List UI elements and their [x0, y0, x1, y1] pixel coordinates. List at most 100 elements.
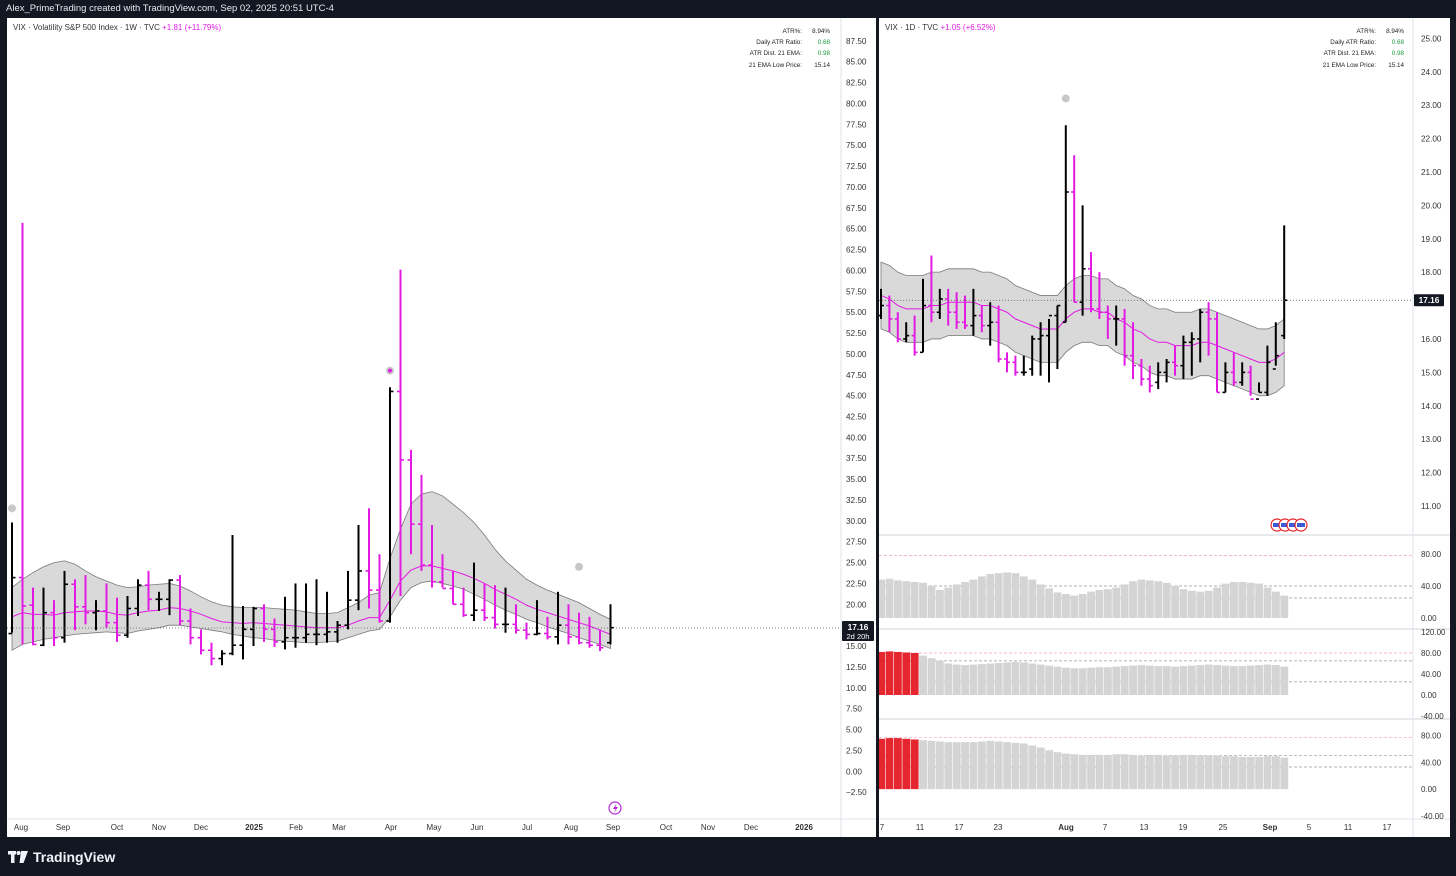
ohlc-bar — [894, 312, 901, 343]
ohlc-bar — [250, 606, 257, 647]
tradingview-logo-icon — [8, 851, 28, 863]
daily-legend: VIX · 1D · TVC +1.05 (+6.52%) — [885, 23, 996, 32]
ohlc-bar — [886, 295, 893, 333]
ohlc-bar — [439, 554, 446, 590]
ohlc-bar — [449, 570, 457, 606]
histogram-bar — [994, 662, 1003, 695]
stat-row: 21 EMA Low Price: 15.14 — [749, 60, 830, 71]
x-tick-label: 25 — [1219, 823, 1228, 832]
daily-chart-pane[interactable]: 25.00 24.00 23.00 22.00 21.00 20.00 19.00 18.00… — [879, 18, 1450, 837]
histogram-bar — [1129, 581, 1137, 618]
y-tick-label: 16.00 — [1421, 335, 1442, 344]
ohlc-bar — [1222, 362, 1229, 394]
ohlc-bar — [113, 597, 121, 642]
x-tick-label: Nov — [152, 823, 166, 832]
ohlc-bar — [936, 288, 943, 319]
stat-value: 0.98 — [817, 50, 830, 58]
histogram-bar — [1154, 754, 1163, 790]
ohlc-bar — [1029, 335, 1036, 376]
histogram-bar — [1112, 587, 1121, 618]
ohlc-bar — [1046, 314, 1052, 383]
badge-flag — [1289, 523, 1297, 527]
stat-label: 21 EMA Low Price: — [748, 61, 802, 69]
histogram-bar — [1246, 756, 1255, 790]
histogram-bar — [952, 742, 961, 790]
ohlc-bar — [575, 612, 583, 645]
ohlc-bar — [19, 222, 26, 645]
subpane-tick-label: 40.00 — [1421, 758, 1442, 767]
weekly-chart-pane[interactable]: 87.50 85.00 82.50 80.00 77.50 75.00 72.50 70.00… — [7, 18, 876, 837]
y-tick-label: 72.50 — [846, 162, 867, 171]
atr-band — [11, 491, 611, 651]
histogram-bar — [1196, 755, 1205, 790]
histogram-bar — [1053, 666, 1062, 695]
x-tick-label: Feb — [289, 823, 303, 832]
histogram-bar — [919, 582, 927, 618]
ohlc-bar — [1239, 362, 1246, 386]
y-tick-label: 20.00 — [1421, 201, 1442, 210]
tradingview-logo[interactable]: TradingView — [8, 848, 115, 866]
y-tick-label: 50.00 — [846, 350, 867, 359]
ohlc-bar — [40, 587, 47, 647]
histogram-bar — [952, 584, 961, 618]
x-tick-label: 2026 — [795, 823, 813, 832]
histogram-bar — [1045, 665, 1053, 695]
histogram-bar — [1011, 661, 1020, 695]
histogram-bar — [919, 655, 927, 695]
y-tick-label: 47.50 — [846, 371, 867, 380]
ohlc-bar — [176, 575, 184, 626]
x-tick-label: Apr — [385, 823, 398, 832]
y-tick-label: 42.50 — [846, 413, 867, 422]
histogram-bar — [1020, 743, 1028, 790]
histogram-bar — [936, 660, 944, 695]
histogram-bar — [1230, 666, 1238, 695]
ohlc-bar — [1113, 305, 1120, 346]
ohlc-bar — [134, 579, 142, 617]
stat-label: ATR%: — [1356, 28, 1376, 35]
y-tick-label: 21.00 — [1421, 168, 1442, 177]
ohlc-bar — [470, 562, 478, 622]
ohlc-bar — [29, 587, 37, 646]
y-tick-label: −2.50 — [846, 788, 867, 797]
histogram-bar — [961, 742, 969, 790]
ohlc-bar — [1020, 355, 1027, 376]
weekly-chart-canvas[interactable]: 87.50 85.00 82.50 80.00 77.50 75.00 72.50 70.00… — [7, 18, 876, 837]
histogram-bar — [1263, 664, 1272, 695]
histogram-bar — [961, 665, 969, 695]
histogram-bar — [1280, 757, 1289, 790]
stat-label: 21 EMA Low Price: — [1322, 61, 1376, 69]
ohlc-bar — [970, 288, 977, 336]
stat-value: 15.14 — [1388, 61, 1404, 69]
daily-chart-canvas[interactable]: 25.00 24.00 23.00 22.00 21.00 20.00 19.00 18.00… — [879, 18, 1450, 837]
stat-row: Daily ATR Ratio: 0.68 — [1323, 37, 1404, 48]
histogram-bar — [944, 742, 953, 790]
histogram-bar — [986, 740, 995, 790]
histogram-bar — [1280, 595, 1289, 618]
stat-value: 8.94% — [812, 28, 830, 35]
y-tick-label: 65.00 — [846, 225, 867, 234]
price-tag-value: 17.16 — [1419, 295, 1440, 305]
histogram-bar — [936, 590, 944, 618]
y-tick-label: 67.50 — [846, 204, 867, 213]
histogram-bar — [1246, 665, 1255, 695]
x-tick-label: 7 — [1103, 823, 1108, 832]
y-tick-label: 13.00 — [1421, 435, 1442, 444]
histogram-bar — [1028, 663, 1037, 695]
histogram-bar — [1070, 754, 1079, 790]
ohlc-bar — [428, 525, 436, 588]
x-tick-label: Aug — [564, 823, 578, 832]
histogram-bar — [1137, 755, 1146, 790]
ohlc-bar — [208, 642, 215, 666]
histogram-bar — [1171, 666, 1179, 695]
stat-row: ATR%: 8.94% — [749, 26, 830, 37]
histogram-bar — [1036, 747, 1045, 790]
histogram-bar — [1246, 582, 1255, 618]
histogram-bar — [894, 580, 902, 618]
histogram-bar — [879, 738, 885, 790]
ohlc-bar — [197, 629, 205, 655]
ohlc-bar — [1272, 322, 1279, 370]
histogram-bar — [1196, 591, 1205, 618]
histogram-bar — [1171, 755, 1179, 790]
y-tick-label: 37.50 — [846, 454, 867, 463]
y-tick-label: 10.00 — [846, 684, 867, 693]
